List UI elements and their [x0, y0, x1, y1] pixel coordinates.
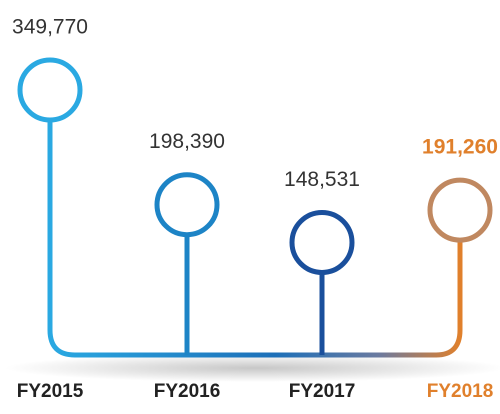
category-label: FY2015	[17, 381, 84, 402]
value-label: 148,531	[284, 168, 360, 191]
marker	[427, 177, 493, 243]
marker	[289, 209, 355, 275]
category-label: FY2016	[154, 381, 221, 402]
category-label: FY2018	[427, 381, 494, 402]
shadow	[5, 354, 500, 382]
marker	[154, 172, 220, 238]
marker	[17, 57, 83, 123]
baseline	[47, 120, 463, 358]
value-label: 191,260	[422, 136, 498, 159]
value-label: 349,770	[12, 16, 88, 39]
category-label: FY2017	[289, 381, 356, 402]
value-label: 198,390	[149, 130, 225, 153]
